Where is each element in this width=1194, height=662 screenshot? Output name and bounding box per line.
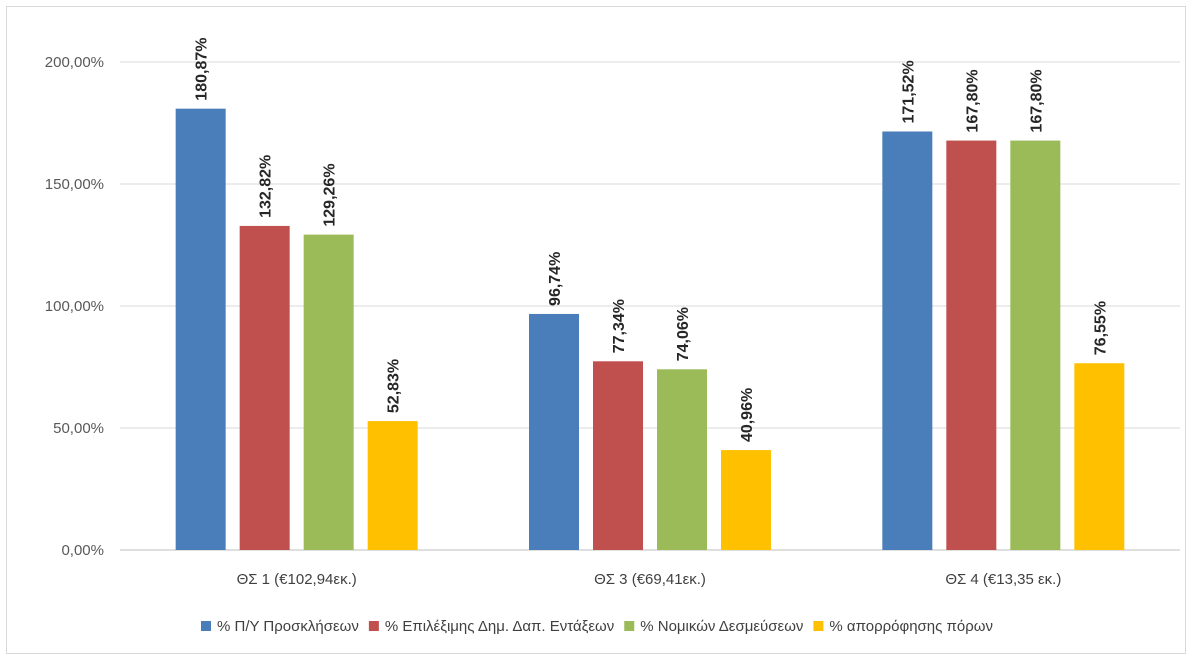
gridlines [120,61,1180,551]
data-label: 180,87% [194,38,211,101]
bar [1074,363,1125,550]
legend-label: % Νομικών Δεσμεύσεων [640,618,803,635]
data-label: 167,80% [1028,69,1045,132]
data-label: 74,06% [675,307,692,361]
bar [175,108,226,551]
data-label: 132,82% [258,155,275,218]
bar [367,421,418,550]
y-tick-label: 0,00% [61,542,104,559]
bar [657,369,707,550]
data-label: 76,55% [1092,301,1109,355]
legend-swatch [813,621,824,631]
legend-swatch [624,621,635,631]
category-label: ΘΣ 4 (€13,35 εκ.) [945,571,1061,588]
y-tick-label: 100,00% [45,298,104,315]
legend-swatch [368,621,379,631]
bar [303,234,354,551]
bar [946,140,997,550]
data-label: 167,80% [964,69,981,132]
data-labels: 180,87% 132,82% 129,26% 52,83% 96,74% 77,34% 7… [194,38,1110,443]
category-label: ΘΣ 1 (€102,94εκ.) [237,571,357,588]
bar [882,131,933,550]
bar [529,313,579,550]
legend-label: % Π/Υ Προσκλήσεων [217,618,359,635]
data-label: 77,34% [611,299,628,353]
data-label: 96,74% [547,252,564,306]
legend-label: % Επιλέξιμης Δημ. Δαπ. Εντάξεων [385,618,614,635]
y-tick-label: 50,00% [53,420,104,437]
y-tick-label: 200,00% [45,54,104,71]
legend: % Π/Υ Προσκλήσεων % Επιλέξιμης Δημ. Δαπ. … [200,618,993,635]
y-tick-label: 150,00% [45,176,104,193]
data-label: 129,26% [322,163,339,226]
bar [593,361,643,550]
bar [1010,140,1061,550]
category-label: ΘΣ 3 (€69,41εκ.) [594,571,706,588]
legend-swatch [200,621,211,631]
bar [721,450,771,550]
data-label: 171,52% [900,60,917,123]
data-label: 52,83% [386,359,403,413]
x-axis: ΘΣ 1 (€102,94εκ.) ΘΣ 3 (€69,41εκ.) ΘΣ 4 (€… [237,571,1062,588]
bars [175,108,1125,551]
y-axis: 0,00% 50,00% 100,00% 150,00% 200,00% [45,54,104,559]
data-label: 40,96% [739,388,756,442]
bar [239,225,290,551]
legend-label: % απορρόφησης πόρων [829,618,993,635]
